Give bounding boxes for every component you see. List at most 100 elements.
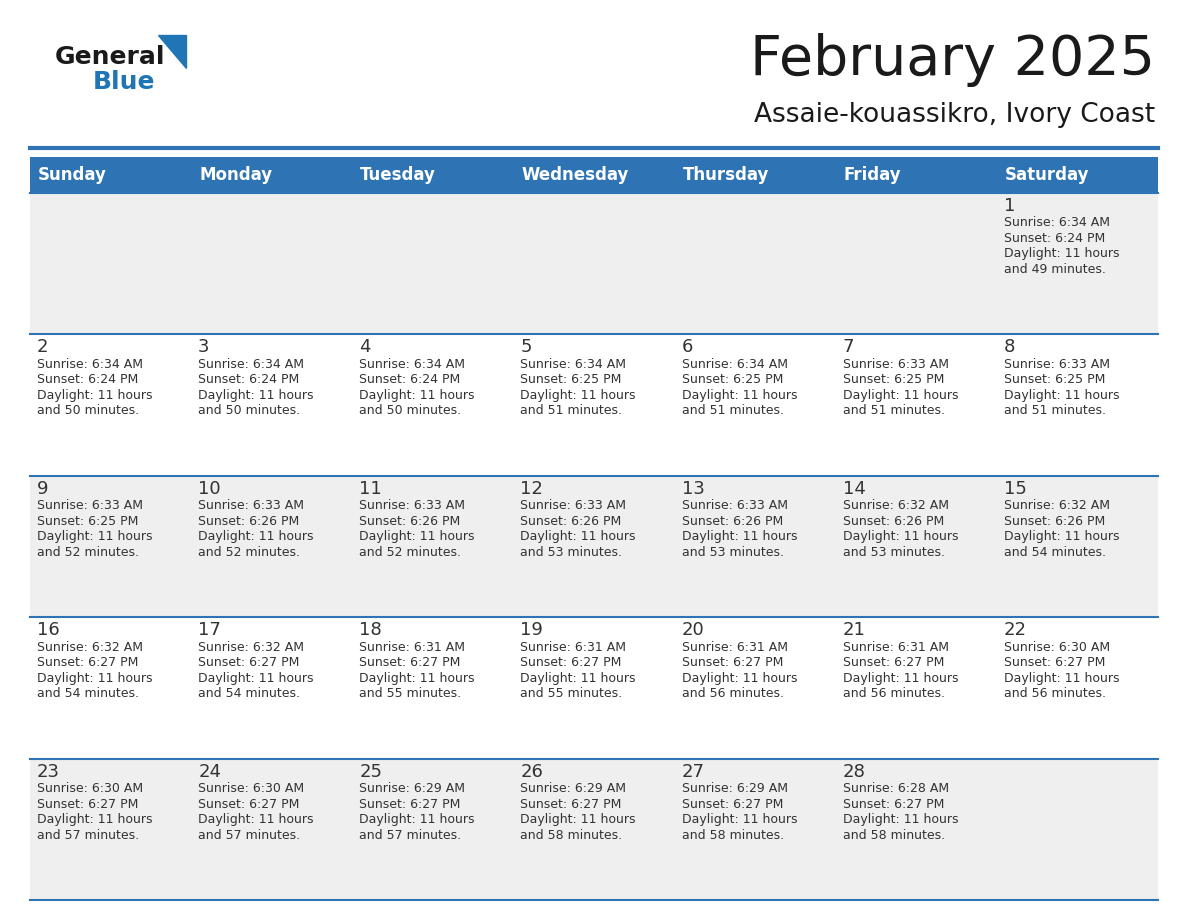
Text: Daylight: 11 hours: Daylight: 11 hours — [842, 531, 959, 543]
Text: Sunrise: 6:33 AM: Sunrise: 6:33 AM — [359, 499, 466, 512]
Text: 28: 28 — [842, 763, 866, 780]
Text: Daylight: 11 hours: Daylight: 11 hours — [520, 531, 636, 543]
Text: Sunset: 6:24 PM: Sunset: 6:24 PM — [359, 374, 461, 386]
Text: Sunset: 6:27 PM: Sunset: 6:27 PM — [359, 798, 461, 811]
Text: and 57 minutes.: and 57 minutes. — [359, 829, 461, 842]
Text: 20: 20 — [682, 621, 704, 639]
Text: 8: 8 — [1004, 339, 1016, 356]
Text: 3: 3 — [198, 339, 209, 356]
Text: Daylight: 11 hours: Daylight: 11 hours — [1004, 248, 1119, 261]
Text: 6: 6 — [682, 339, 693, 356]
Text: Sunrise: 6:30 AM: Sunrise: 6:30 AM — [37, 782, 143, 795]
Text: Sunset: 6:27 PM: Sunset: 6:27 PM — [842, 656, 944, 669]
Text: and 56 minutes.: and 56 minutes. — [1004, 688, 1106, 700]
Text: Sunset: 6:26 PM: Sunset: 6:26 PM — [520, 515, 621, 528]
Text: and 50 minutes.: and 50 minutes. — [198, 405, 301, 418]
Text: and 55 minutes.: and 55 minutes. — [359, 688, 461, 700]
Text: General: General — [55, 45, 165, 69]
Text: Sunset: 6:25 PM: Sunset: 6:25 PM — [1004, 374, 1105, 386]
Text: 11: 11 — [359, 480, 383, 498]
Text: Sunrise: 6:34 AM: Sunrise: 6:34 AM — [1004, 217, 1110, 230]
Text: Daylight: 11 hours: Daylight: 11 hours — [359, 389, 475, 402]
Text: Sunset: 6:27 PM: Sunset: 6:27 PM — [359, 656, 461, 669]
Text: and 50 minutes.: and 50 minutes. — [37, 405, 139, 418]
Text: 22: 22 — [1004, 621, 1026, 639]
Text: 24: 24 — [198, 763, 221, 780]
Text: Sunrise: 6:33 AM: Sunrise: 6:33 AM — [520, 499, 626, 512]
Text: Sunset: 6:25 PM: Sunset: 6:25 PM — [682, 374, 783, 386]
Text: Daylight: 11 hours: Daylight: 11 hours — [37, 813, 152, 826]
Text: Daylight: 11 hours: Daylight: 11 hours — [37, 389, 152, 402]
Text: Sunrise: 6:29 AM: Sunrise: 6:29 AM — [359, 782, 466, 795]
Text: Sunset: 6:27 PM: Sunset: 6:27 PM — [198, 798, 299, 811]
Text: and 54 minutes.: and 54 minutes. — [198, 688, 301, 700]
Text: Daylight: 11 hours: Daylight: 11 hours — [682, 389, 797, 402]
Text: Tuesday: Tuesday — [360, 166, 436, 184]
Text: Sunset: 6:24 PM: Sunset: 6:24 PM — [1004, 232, 1105, 245]
Text: 15: 15 — [1004, 480, 1026, 498]
Text: Daylight: 11 hours: Daylight: 11 hours — [37, 531, 152, 543]
Text: Sunrise: 6:34 AM: Sunrise: 6:34 AM — [682, 358, 788, 371]
Text: 4: 4 — [359, 339, 371, 356]
Text: 5: 5 — [520, 339, 532, 356]
Text: Daylight: 11 hours: Daylight: 11 hours — [198, 672, 314, 685]
Text: and 52 minutes.: and 52 minutes. — [359, 546, 461, 559]
Bar — [30, 157, 1158, 193]
Text: Daylight: 11 hours: Daylight: 11 hours — [359, 531, 475, 543]
Text: Sunrise: 6:30 AM: Sunrise: 6:30 AM — [1004, 641, 1110, 654]
Text: 27: 27 — [682, 763, 704, 780]
Text: Sunset: 6:26 PM: Sunset: 6:26 PM — [359, 515, 461, 528]
Text: Daylight: 11 hours: Daylight: 11 hours — [682, 813, 797, 826]
Text: Sunrise: 6:29 AM: Sunrise: 6:29 AM — [520, 782, 626, 795]
Text: Daylight: 11 hours: Daylight: 11 hours — [682, 672, 797, 685]
Text: and 54 minutes.: and 54 minutes. — [1004, 546, 1106, 559]
Text: Daylight: 11 hours: Daylight: 11 hours — [520, 813, 636, 826]
Text: Sunset: 6:25 PM: Sunset: 6:25 PM — [520, 374, 621, 386]
Text: Sunrise: 6:32 AM: Sunrise: 6:32 AM — [842, 499, 949, 512]
Text: Wednesday: Wednesday — [522, 166, 628, 184]
Text: 9: 9 — [37, 480, 49, 498]
Text: Daylight: 11 hours: Daylight: 11 hours — [520, 672, 636, 685]
Text: Sunset: 6:27 PM: Sunset: 6:27 PM — [682, 656, 783, 669]
Text: Sunrise: 6:33 AM: Sunrise: 6:33 AM — [37, 499, 143, 512]
Text: Sunset: 6:27 PM: Sunset: 6:27 PM — [520, 656, 621, 669]
Text: and 52 minutes.: and 52 minutes. — [37, 546, 139, 559]
Text: Daylight: 11 hours: Daylight: 11 hours — [37, 672, 152, 685]
Text: Sunrise: 6:34 AM: Sunrise: 6:34 AM — [198, 358, 304, 371]
Text: Sunset: 6:24 PM: Sunset: 6:24 PM — [198, 374, 299, 386]
Text: Assaie-kouassikro, Ivory Coast: Assaie-kouassikro, Ivory Coast — [754, 102, 1155, 128]
Text: 12: 12 — [520, 480, 543, 498]
Text: Sunset: 6:27 PM: Sunset: 6:27 PM — [198, 656, 299, 669]
Text: Daylight: 11 hours: Daylight: 11 hours — [198, 389, 314, 402]
Text: and 51 minutes.: and 51 minutes. — [842, 405, 944, 418]
Text: Sunrise: 6:33 AM: Sunrise: 6:33 AM — [842, 358, 949, 371]
Text: and 58 minutes.: and 58 minutes. — [842, 829, 944, 842]
Text: Daylight: 11 hours: Daylight: 11 hours — [842, 389, 959, 402]
Text: and 51 minutes.: and 51 minutes. — [520, 405, 623, 418]
Text: Daylight: 11 hours: Daylight: 11 hours — [359, 813, 475, 826]
Text: Sunrise: 6:32 AM: Sunrise: 6:32 AM — [198, 641, 304, 654]
Text: Daylight: 11 hours: Daylight: 11 hours — [198, 531, 314, 543]
Text: Monday: Monday — [200, 166, 272, 184]
Text: Sunday: Sunday — [38, 166, 107, 184]
Text: Sunrise: 6:30 AM: Sunrise: 6:30 AM — [198, 782, 304, 795]
Text: Daylight: 11 hours: Daylight: 11 hours — [842, 672, 959, 685]
Text: Daylight: 11 hours: Daylight: 11 hours — [198, 813, 314, 826]
Text: Sunset: 6:27 PM: Sunset: 6:27 PM — [682, 798, 783, 811]
Text: Sunrise: 6:32 AM: Sunrise: 6:32 AM — [37, 641, 143, 654]
Text: Sunset: 6:24 PM: Sunset: 6:24 PM — [37, 374, 138, 386]
Text: Daylight: 11 hours: Daylight: 11 hours — [682, 531, 797, 543]
Text: and 53 minutes.: and 53 minutes. — [842, 546, 944, 559]
Text: Sunset: 6:27 PM: Sunset: 6:27 PM — [37, 798, 138, 811]
Text: February 2025: February 2025 — [750, 33, 1155, 87]
Text: and 51 minutes.: and 51 minutes. — [1004, 405, 1106, 418]
Text: and 57 minutes.: and 57 minutes. — [198, 829, 301, 842]
Text: and 55 minutes.: and 55 minutes. — [520, 688, 623, 700]
Bar — [30, 758, 1158, 900]
Text: and 58 minutes.: and 58 minutes. — [682, 829, 784, 842]
Text: 16: 16 — [37, 621, 59, 639]
Text: Sunrise: 6:34 AM: Sunrise: 6:34 AM — [359, 358, 466, 371]
Text: Sunrise: 6:33 AM: Sunrise: 6:33 AM — [682, 499, 788, 512]
Text: Sunrise: 6:34 AM: Sunrise: 6:34 AM — [37, 358, 143, 371]
Text: Sunset: 6:27 PM: Sunset: 6:27 PM — [520, 798, 621, 811]
